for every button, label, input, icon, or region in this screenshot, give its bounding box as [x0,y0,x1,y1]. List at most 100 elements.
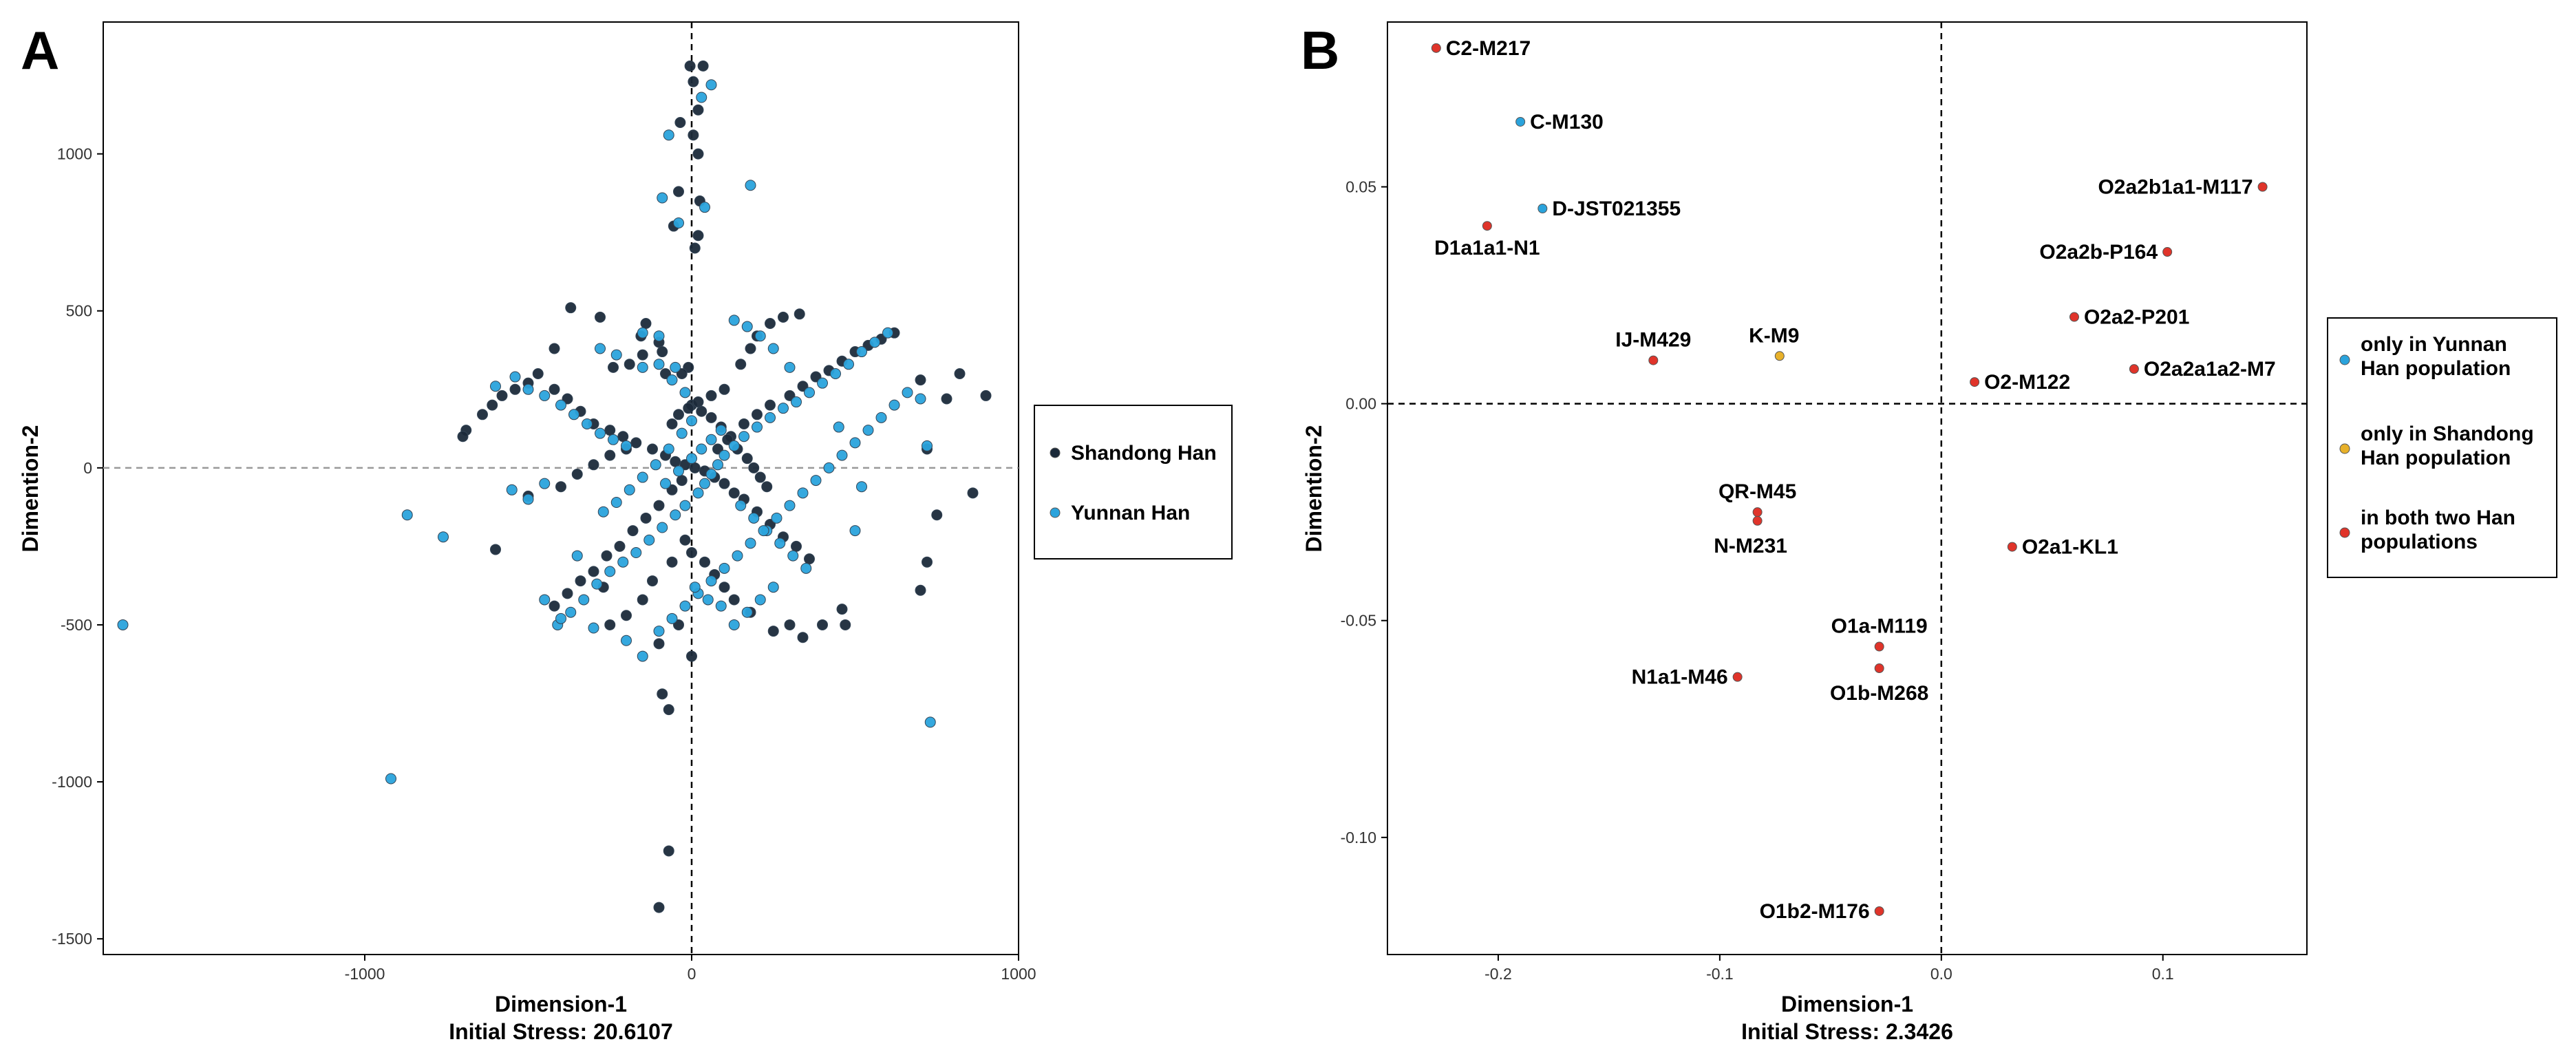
yunnan-han-point [705,434,717,445]
plot-b-points: C2-M217 C-M130 D-JST021355 D1a1a1-N1 IJ-M429… [1431,37,2276,923]
yunnan-han-point [637,650,648,662]
plot-a: -1000 0 1000 -1500 -1000 -500 0 500 1000 [52,21,1036,983]
yunnan-han-point [767,582,779,593]
yunnan-han-point [657,192,668,204]
legend-b-label-yunnan-line2: Han population [2361,357,2511,380]
shandong-han-point [657,688,668,700]
shandong-han-point [532,367,544,379]
shandong-han-point [922,556,933,568]
shandong-han-point [604,449,616,461]
yunnan-han-point [689,582,701,593]
shandong-han-point [673,409,684,420]
plot-a-y-tick-label: 1000 [57,145,92,163]
legend-b-label-shandong-line2: Han population [2361,447,2511,469]
shandong-han-point [637,594,648,606]
shandong-han-point [627,525,639,537]
haplogroup-label: O1b2-M176 [1760,900,1870,923]
yunnan-han-point [438,531,449,543]
haplogroup-label: QR-M45 [1718,480,1796,503]
haplogroup-point [1752,507,1763,518]
shandong-han-point [692,396,704,408]
shandong-han-point [735,359,747,370]
yunnan-han-point [718,562,730,574]
yunnan-han-point [637,471,648,483]
shandong-han-point [697,60,709,72]
shandong-han-point [549,343,560,354]
shandong-han-point [575,575,586,587]
yunnan-han-point [705,575,717,587]
yunnan-han-point [915,393,926,405]
shandong-han-point [728,594,740,606]
shandong-han-point [624,359,635,370]
yunnan-han-point [686,453,697,465]
plot-b-y-tick-label: 0.00 [1345,395,1376,413]
yunnan-han-point [888,399,900,411]
yunnan-han-point [657,522,668,533]
yunnan-han-point [653,626,665,637]
haplogroup-point [2069,312,2079,322]
shandong-han-point [686,547,697,559]
legend-a-label-yunnan: Yunnan Han [1071,502,1190,524]
yunnan-han-point [595,427,606,439]
yunnan-han-point [754,330,766,342]
yunnan-han-point [621,440,632,451]
yunnan-han-point [509,371,521,383]
plot-a-x-title: Dimension-1 [495,992,627,1016]
shandong-han-point [679,534,691,546]
haplogroup-point [1752,515,1763,526]
shandong-han-point [487,399,498,411]
shandong-han-point [817,619,828,630]
plot-a-x-tick-label: 1000 [1001,965,1036,983]
shandong-han-point [571,468,583,480]
yunnan-han-point [702,594,714,606]
haplogroup-point [2007,542,2017,552]
haplogroup-label: IJ-M429 [1615,329,1691,352]
plot-a-caption: Initial Stress: 20.6107 [449,1019,673,1044]
haplogroup-point [1537,204,1548,213]
shandong-han-point [738,418,749,429]
yunnan-han-point [539,390,551,401]
shandong-han-point [791,540,802,552]
shandong-han-point [637,349,648,361]
shandong-han-point [457,431,469,443]
haplogroup-point [1874,663,1884,674]
shandong-han-point [915,374,926,386]
shandong-han-point [728,487,740,499]
shandong-han-point [980,390,992,401]
shandong-han-point [666,418,678,429]
yunnan-han-point [604,566,616,577]
yunnan-han-point [810,475,822,487]
haplogroup-point [2129,364,2139,374]
yunnan-han-point [856,346,867,358]
legend-a-marker-shandong [1050,447,1061,458]
shandong-han-point [653,500,665,511]
legend-b-label-both-line1: in both two Han [2361,507,2515,529]
yunnan-han-point [787,550,799,562]
yunnan-han-point [571,550,583,562]
yunnan-han-point [610,497,622,509]
shandong-han-point [954,367,966,379]
plot-b-x-tick-label: 0.1 [2152,965,2174,983]
legend-a-label-shandong: Shandong Han [1071,442,1217,465]
shandong-han-point [562,588,573,599]
shandong-han-point [588,566,599,577]
haplogroup-point [1515,116,1526,127]
shandong-han-point [614,540,626,552]
shandong-han-point [621,610,632,621]
yunnan-han-point [624,484,635,495]
yunnan-han-point [849,525,861,537]
shandong-han-point [653,902,665,913]
shandong-han-point [748,462,760,473]
plot-b-y-tick-label: -0.05 [1341,612,1376,630]
legend-b-label-shandong-line1: only in Shandong [2361,423,2534,445]
yunnan-han-point [705,79,717,91]
plot-b-x-tick-label: 0.0 [1930,965,1952,983]
yunnan-han-point [902,387,913,398]
yunnan-han-point [670,361,681,373]
plot-b-y-tick-label: 0.05 [1345,178,1376,195]
yunnan-han-point [875,412,887,423]
yunnan-han-point [696,443,707,455]
legend-b-marker-shandong [2339,443,2350,454]
yunnan-han-point [784,500,796,511]
haplogroup-label: O2-M122 [1984,371,2070,394]
